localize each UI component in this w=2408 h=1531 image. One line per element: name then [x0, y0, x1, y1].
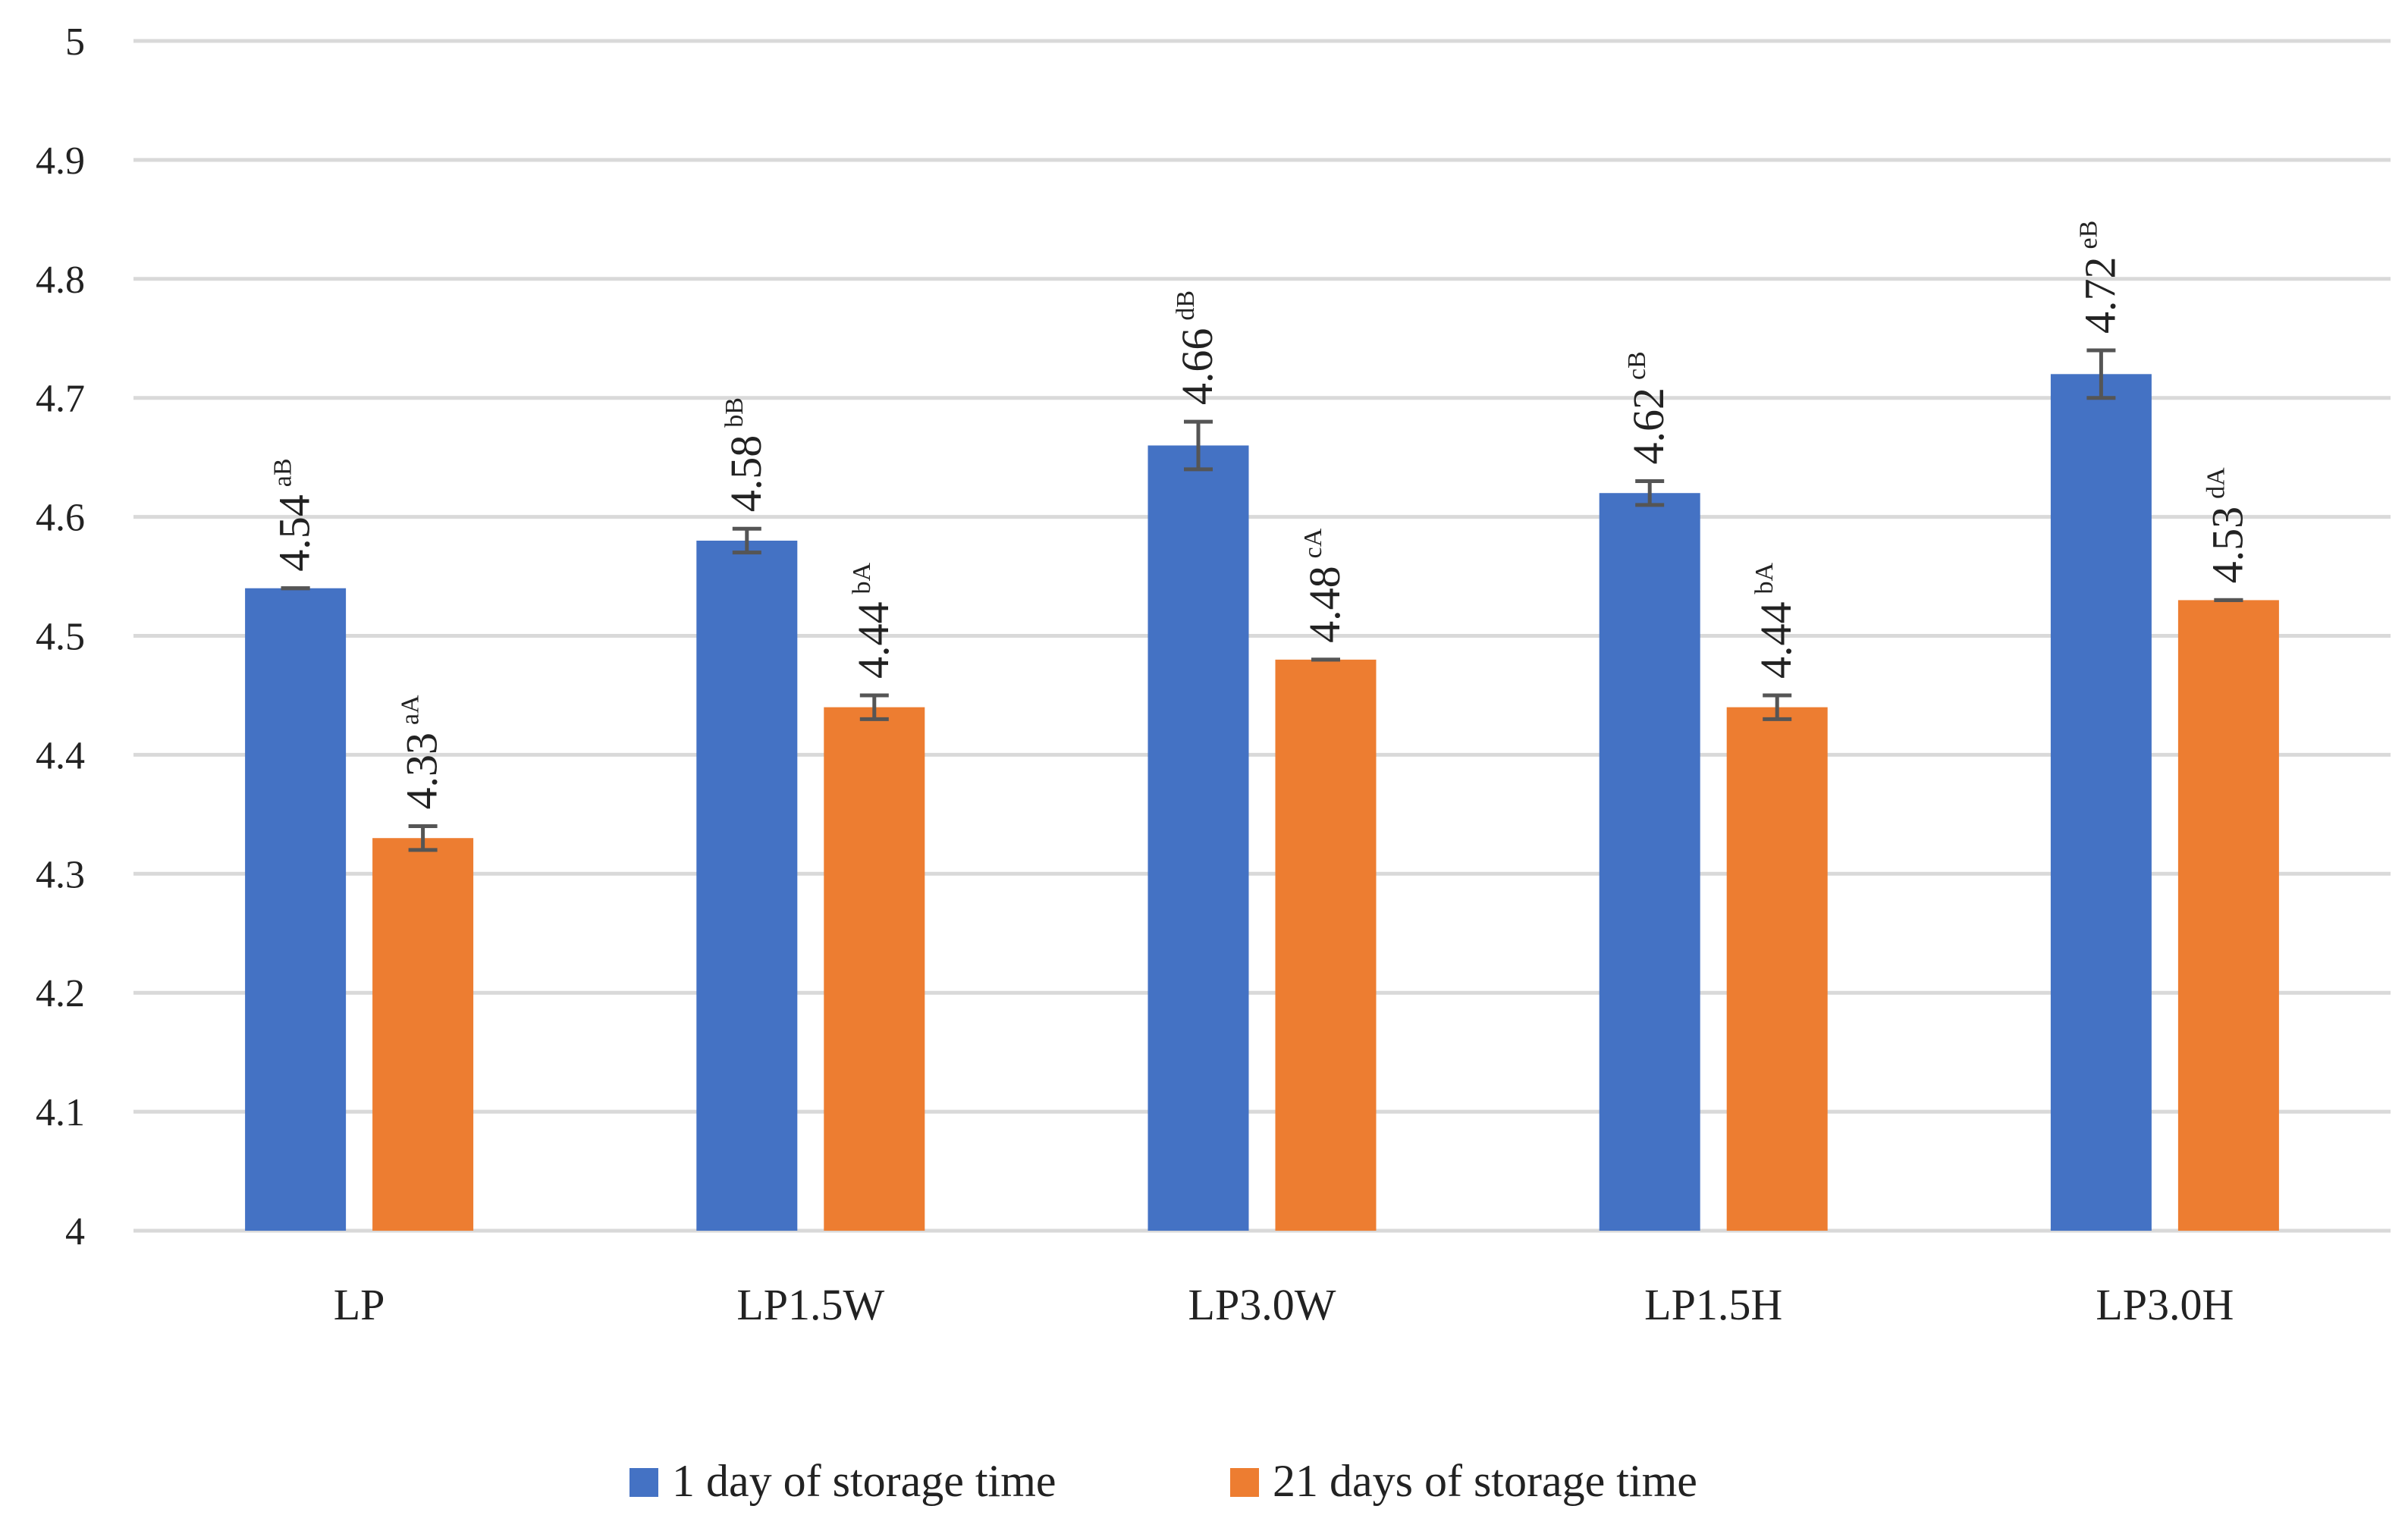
- bar-lp3.0w-series-2: [1275, 659, 1377, 1231]
- y-tick-label: 4.1: [36, 1091, 85, 1134]
- bar-lp1.5w-series-1: [696, 540, 798, 1231]
- bar-lp1.5h-series-1: [1599, 493, 1700, 1231]
- x-tick-label: LP: [334, 1280, 385, 1329]
- x-tick-label: LP1.5W: [736, 1280, 884, 1329]
- legend-swatch: [629, 1468, 658, 1497]
- x-tick-label: LP3.0W: [1188, 1280, 1336, 1329]
- y-tick-label: 4: [65, 1210, 85, 1253]
- bar-lp1.5h-series-2: [1726, 707, 1828, 1231]
- bar-lp-series-1: [245, 588, 347, 1231]
- bar-lp3.0h-series-1: [2050, 374, 2152, 1231]
- error-bar: [1763, 693, 1792, 721]
- error-bar: [1184, 419, 1213, 472]
- data-label: 4.48cA: [1299, 528, 1349, 643]
- data-label: 4.33aA: [397, 695, 447, 810]
- y-tick-label: 4.6: [36, 497, 85, 540]
- legend: 1 day of storage time 21 days of storage …: [629, 1456, 1697, 1506]
- error-bar: [2086, 348, 2116, 400]
- y-tick-label: 4.5: [36, 616, 85, 659]
- gridlines: [133, 39, 2391, 1233]
- y-tick-label: 5: [65, 20, 85, 64]
- data-label: 4.54aB: [269, 458, 319, 571]
- error-bar: [859, 693, 889, 721]
- legend-swatch: [1230, 1468, 1259, 1497]
- error-bar: [732, 526, 761, 555]
- y-tick-label: 4.3: [36, 853, 85, 896]
- y-tick-label: 4.2: [36, 972, 85, 1015]
- legend-label: 1 day of storage time: [672, 1456, 1056, 1506]
- error-bar: [408, 824, 438, 852]
- bars: [245, 374, 2279, 1231]
- data-label: 4.53dA: [2202, 467, 2252, 584]
- x-axis: LP LP1.5W LP3.0W LP1.5H LP3.0H: [334, 1280, 2234, 1329]
- data-label: 4.66dB: [1172, 290, 1222, 405]
- error-bar: [1635, 479, 1665, 507]
- y-tick-label: 4.9: [36, 140, 85, 183]
- data-label: 4.72eB: [2074, 221, 2124, 334]
- y-tick-label: 4.4: [36, 734, 85, 777]
- bar-lp-series-2: [372, 838, 474, 1231]
- data-label: 4.58bB: [721, 397, 771, 512]
- legend-label: 21 days of storage time: [1273, 1456, 1697, 1506]
- y-axis: 4 4.1 4.2 4.3 4.4 4.5 4.6 4.7 4.8 4.9 5: [36, 20, 85, 1253]
- data-labels: 4.54aB 4.58bB 4.66dB 4.62cB 4.72eB 4.33aA 4.44…: [269, 221, 2253, 810]
- error-bars: [281, 348, 2243, 852]
- data-label: 4.62cB: [1623, 351, 1673, 464]
- legend-item-series-1: 1 day of storage time: [629, 1456, 1056, 1506]
- y-tick-label: 4.8: [36, 259, 85, 302]
- bar-lp3.0w-series-1: [1147, 445, 1249, 1231]
- data-label: 4.44bA: [848, 562, 898, 679]
- x-tick-label: LP1.5H: [1644, 1280, 1782, 1329]
- bar-lp3.0h-series-2: [2177, 600, 2279, 1231]
- x-tick-label: LP3.0H: [2096, 1280, 2234, 1329]
- data-label: 4.44bA: [1750, 562, 1801, 679]
- y-tick-label: 4.7: [36, 378, 85, 421]
- bar-lp1.5w-series-2: [824, 707, 925, 1231]
- legend-item-series-2: 21 days of storage time: [1230, 1456, 1697, 1506]
